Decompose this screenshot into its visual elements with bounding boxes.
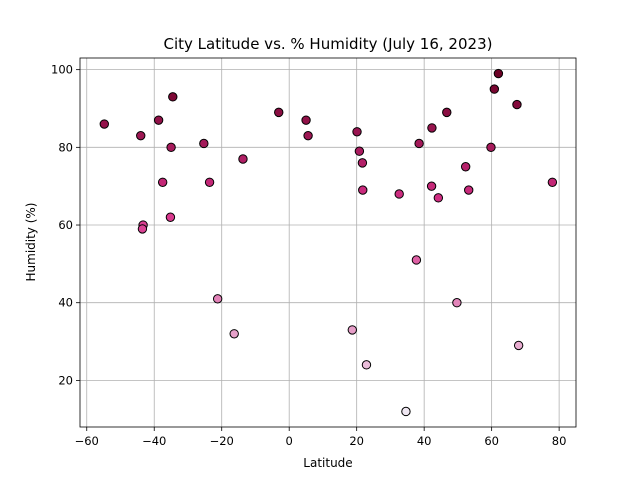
data-point	[411, 255, 422, 265]
data-point	[452, 298, 462, 308]
data-point	[489, 84, 500, 94]
x-tick-label: −40	[142, 434, 166, 448]
data-point	[229, 329, 239, 339]
data-point	[513, 340, 524, 351]
x-axis-label: Latitude	[303, 456, 352, 470]
data-point	[460, 162, 471, 172]
y-tick-label: 80	[58, 140, 73, 154]
x-axis: −60 −40 −20 0 20 40 60 80	[75, 427, 567, 448]
data-point	[486, 142, 496, 153]
data-point	[354, 146, 365, 156]
data-point	[166, 142, 176, 153]
x-tick-label: 40	[417, 434, 432, 448]
data-point	[168, 92, 178, 102]
x-tick-label: 0	[286, 434, 293, 448]
data-point	[493, 68, 504, 79]
data-point	[153, 115, 164, 125]
data-point	[136, 130, 146, 141]
y-tick-label: 100	[51, 63, 73, 77]
data-point	[358, 185, 368, 195]
data-points	[99, 68, 558, 417]
data-point	[204, 177, 215, 187]
data-point	[157, 177, 168, 187]
y-axis-label: Humidity (%)	[24, 203, 38, 282]
data-point	[357, 158, 368, 168]
x-tick-label: 80	[552, 434, 567, 448]
data-point	[512, 99, 522, 110]
data-point	[464, 185, 474, 195]
y-tick-label: 40	[58, 296, 73, 310]
data-point	[361, 360, 372, 370]
x-tick-label: −60	[75, 434, 99, 448]
data-point	[303, 130, 313, 141]
data-point	[394, 189, 404, 199]
data-point	[401, 406, 411, 417]
data-point	[352, 127, 362, 137]
data-point	[301, 115, 311, 125]
y-tick-label: 60	[58, 218, 73, 232]
data-point	[427, 123, 437, 133]
plot-frame	[79, 57, 577, 428]
x-tick-label: 60	[484, 434, 499, 448]
data-point	[274, 107, 284, 118]
data-point	[347, 325, 357, 335]
data-point	[99, 119, 109, 129]
x-tick-label: 20	[349, 434, 364, 448]
chart-title: City Latitude vs. % Humidity (July 16, 2…	[164, 35, 493, 53]
data-point	[165, 212, 176, 222]
data-point	[212, 294, 223, 304]
data-point	[442, 107, 452, 118]
data-point	[137, 224, 148, 234]
y-axis: 20 40 60 80 100	[51, 63, 80, 387]
data-point	[547, 177, 558, 187]
data-point	[238, 154, 248, 164]
grid-lines	[80, 58, 576, 427]
data-point	[199, 138, 209, 149]
x-tick-label: −20	[210, 434, 234, 448]
data-point	[414, 138, 424, 149]
y-tick-label: 20	[58, 373, 73, 387]
data-point	[426, 181, 437, 191]
data-point	[433, 193, 444, 203]
